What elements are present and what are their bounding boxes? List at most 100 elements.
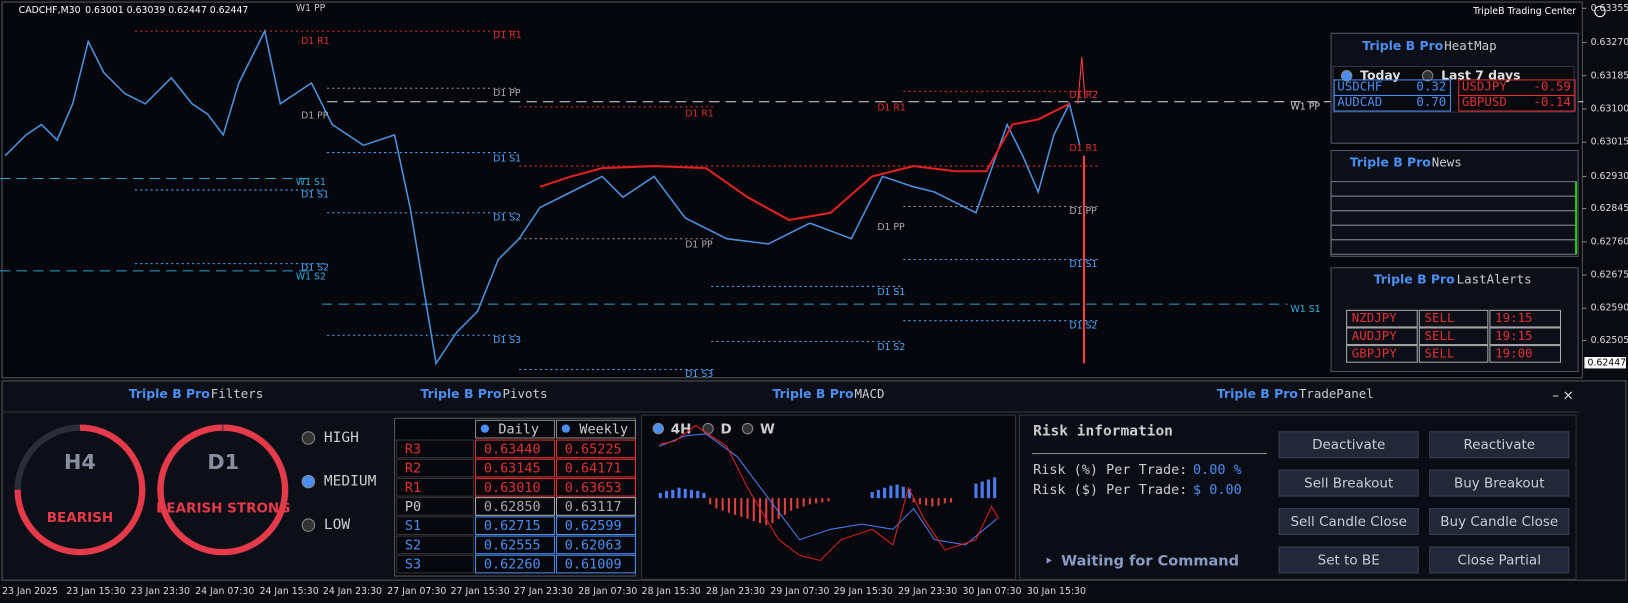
trade-button[interactable] (1429, 469, 1570, 497)
trade-button[interactable] (1429, 431, 1570, 459)
pivot-cell (555, 477, 636, 497)
macd-histogram (658, 477, 997, 499)
alerts-panel (1330, 267, 1579, 373)
level-labels: W1 PP D1 R1 D1 R1 D1 PP D1 PP D1 R1 D1 R1 D1 R2… (296, 3, 1321, 380)
gauge-tf: D1 (207, 450, 239, 474)
level-label: D1 PP (877, 222, 905, 233)
pivot-cell (475, 554, 555, 574)
level-label: W1 PP (1291, 101, 1321, 112)
close[interactable]: × (1563, 387, 1574, 403)
alert-cell (1489, 327, 1562, 346)
level-label: W1 S2 (296, 272, 326, 283)
pivot-text: R1 (405, 480, 421, 496)
button-label[interactable]: Sell Candle Close (1290, 514, 1407, 530)
level-label: D1 S3 (685, 369, 713, 380)
radio (702, 422, 714, 435)
panel-title: Filters (211, 386, 263, 401)
pivot-cell (396, 535, 474, 555)
pivot-text: 0.62850 (484, 499, 541, 515)
radio-label: Today (1360, 67, 1400, 82)
level-label: D1 S3 (493, 335, 521, 346)
heatmap-title: HeatMap (1444, 38, 1496, 53)
trade-button[interactable] (1278, 469, 1419, 497)
button-label[interactable]: Set to BE (1318, 552, 1380, 568)
radio-label: Last 7 days (1441, 67, 1520, 82)
alert-text: 19:00 (1495, 345, 1532, 360)
time-label: 24 Jan 07:30 (195, 586, 254, 597)
time-label: 28 Jan 23:30 (706, 586, 765, 597)
macd-line (659, 433, 998, 546)
pivot-text: S2 (405, 537, 421, 553)
level-label: D1 R1 (301, 36, 330, 47)
level-label: D1 PP (1069, 206, 1097, 217)
level-label: D1 S1 (493, 153, 521, 164)
price-line (4, 28, 1081, 366)
pivot-text: 0.63117 (565, 499, 622, 515)
level-label: D1 S2 (493, 212, 521, 223)
heat-symbol: GBPUSD (1462, 94, 1507, 109)
alert-cell (1489, 345, 1562, 363)
macd-tf: W (760, 422, 775, 438)
alert-text: 19:15 (1495, 310, 1532, 325)
button-label[interactable]: Deactivate (1312, 437, 1385, 453)
button-label[interactable]: Reactivate (1463, 437, 1535, 453)
button-label[interactable]: Buy Candle Close (1440, 514, 1558, 530)
heatmap-cells: Today Last 7 days USDCHF 0.32 USDJPY -0.59 AUD… (1333, 67, 1576, 112)
pivot-column: Daily (498, 422, 539, 438)
trade-button[interactable] (1278, 431, 1419, 459)
minimize[interactable]: – (1552, 387, 1559, 403)
news-panel (1330, 149, 1579, 257)
pivot-cell (555, 439, 636, 459)
pivot-text: 0.62599 (565, 518, 622, 534)
level-lines (0, 30, 1584, 370)
level-label: D1 PP (685, 239, 713, 250)
symbol: CADCHF,M30 (19, 5, 81, 16)
trade-button[interactable] (1278, 546, 1419, 574)
status-arrow (1046, 557, 1052, 564)
price-label: 0.63355 (1591, 3, 1628, 14)
alert-cell (1346, 345, 1418, 363)
heatmap-brand: Triple B Pro (1362, 38, 1444, 53)
radio (561, 424, 571, 433)
gauge-arc (157, 424, 289, 556)
panel-headers: Triple B Pro Filters Triple B Pro Pivots Tri… (129, 386, 1374, 401)
pivot-text: 0.62715 (484, 518, 541, 534)
button-label[interactable]: Close Partial (1458, 552, 1541, 568)
radio (301, 474, 316, 489)
trade-button[interactable] (1429, 508, 1570, 536)
alert-cell (1418, 327, 1489, 346)
signal-line (659, 424, 1000, 562)
button-label[interactable]: Sell Breakout (1304, 476, 1393, 492)
price-label: 0.62760 (1591, 236, 1628, 247)
panel-title: MACD (854, 386, 884, 401)
pivot-cell (555, 554, 636, 574)
heat-symbol: USDCHF (1337, 79, 1382, 94)
heat-value: 0.70 (1416, 94, 1446, 109)
price-label: 0.62675 (1591, 270, 1628, 281)
pivot-cell (475, 458, 555, 478)
time-label: 23 Jan 15:30 (66, 586, 125, 597)
macd-tf: 4H (671, 422, 692, 438)
pivot-cell (475, 497, 555, 516)
macd-histogram-neg (709, 498, 953, 526)
level-label: D1 PP (301, 111, 329, 122)
price-label: 0.63270 (1591, 37, 1628, 48)
trade-button[interactable] (1278, 508, 1419, 536)
price-axis: 0.63355 0.63270 0.63185 0.63100 0.63015 0.629… (1582, 3, 1628, 580)
button-label[interactable]: Buy Breakout (1454, 476, 1545, 492)
trade-button[interactable] (1429, 546, 1570, 574)
time-label: 24 Jan 23:30 (323, 586, 382, 597)
price-label: 0.62930 (1591, 171, 1628, 182)
ohlc: 0.63001 0.63039 0.62447 0.62447 (85, 5, 248, 16)
pivot-text: 0.63440 (484, 441, 541, 457)
pivot-column: Weekly (579, 422, 628, 438)
pivot-text: P0 (405, 499, 421, 515)
alert-cell (1346, 309, 1418, 328)
pivot-text: R3 (405, 441, 421, 457)
pivot-cell (396, 439, 474, 459)
time-label: 30 Jan 15:30 (1027, 586, 1086, 597)
moving-average (539, 102, 1070, 222)
heat-value: -0.59 (1533, 79, 1570, 94)
level-label: D1 S1 (877, 287, 905, 298)
